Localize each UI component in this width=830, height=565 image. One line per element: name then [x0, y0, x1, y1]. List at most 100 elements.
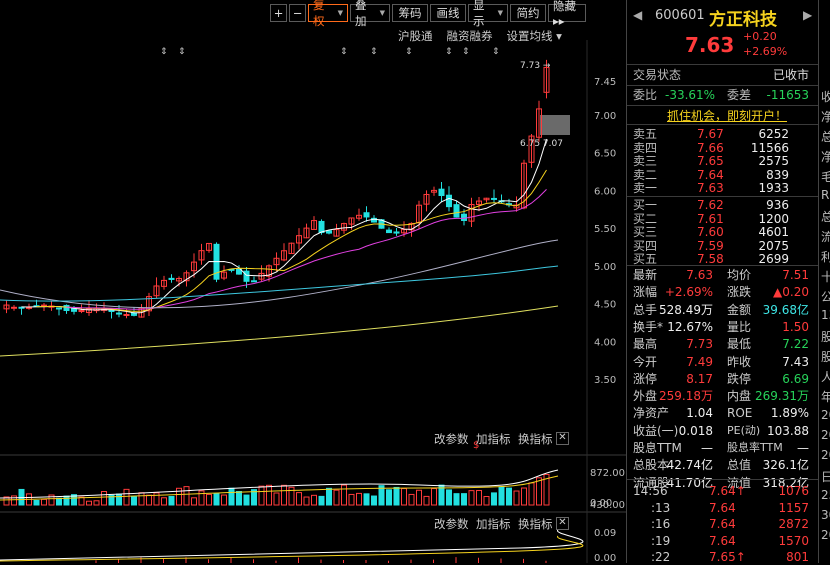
far-right-label: 股 [821, 328, 830, 345]
switch-indicator-button[interactable]: 换指标 [518, 517, 553, 531]
stat-row: 涨停 8.17 跌停 6.69 [633, 371, 809, 386]
open-account-banner[interactable]: 抓住机会，即刻开户！ [667, 109, 788, 123]
add-indicator-button[interactable]: 加指标 [476, 517, 511, 531]
tick-row: :22 7.65↑ 801 [651, 550, 809, 564]
toolbar-button-8[interactable]: 隐藏 ▸▸ [548, 0, 586, 28]
candle [326, 230, 332, 234]
chart-link-1[interactable]: 融资融券 [446, 29, 493, 43]
y-tick-label: 3.50 [594, 375, 616, 386]
close-icon[interactable]: ✕ [556, 517, 569, 530]
add-indicator-button[interactable]: 加指标 [476, 432, 511, 446]
volume-bar [11, 495, 17, 506]
toolbar-button-5[interactable]: 画线 [430, 4, 466, 22]
volume-bar [48, 494, 55, 506]
volume-bar [483, 496, 490, 506]
tick-row: 14:56 7.64↑ 1076 [633, 484, 809, 498]
candle [468, 203, 475, 222]
far-right-label: 20 [821, 408, 830, 422]
tick-row: :16 7.64 2872 [651, 517, 809, 531]
volume-ma-line [0, 475, 559, 501]
volume-bar [161, 497, 167, 506]
ask-row[interactable]: 卖一 7.63 1933 [633, 181, 789, 195]
volume-bar [371, 495, 377, 506]
bid-row[interactable]: 买五 7.58 2699 [633, 252, 789, 266]
volume-bar [401, 488, 407, 506]
candle [423, 193, 430, 205]
ask-row[interactable]: 卖三 7.65 2575 [633, 154, 789, 168]
toolbar-button-7[interactable]: 简约 [510, 4, 546, 22]
event-marker-icon: ⇕ [370, 47, 378, 57]
volume-bar [228, 487, 235, 506]
volume-bar [281, 484, 287, 506]
volume-tick-label: 0.00 [590, 498, 612, 509]
next-stock-icon[interactable]: ▶ [803, 8, 813, 22]
candle [491, 197, 497, 200]
toolbar-button-0[interactable]: + [270, 4, 287, 22]
volume-bar [318, 495, 325, 506]
far-right-panel: 收净总净毛ROE总流利十公13股股人年202020日253020 [818, 0, 830, 563]
volume-bar [146, 494, 152, 506]
volume-bar [423, 495, 430, 506]
candle [3, 304, 10, 310]
volume-bar [446, 489, 452, 506]
volume-bar [461, 493, 467, 506]
bid-row[interactable]: 买一 7.62 936 [633, 198, 789, 212]
volume-bar [153, 492, 160, 506]
bid-row[interactable]: 买二 7.61 1200 [633, 211, 789, 226]
volume-bar [101, 491, 107, 506]
volume-bar [431, 488, 437, 506]
chart-link-2[interactable]: 设置均线 ▾ [506, 29, 562, 43]
ma10-line [36, 169, 547, 312]
ask-row[interactable]: 卖二 7.64 839 [633, 167, 789, 182]
toolbar-button-2[interactable]: 复权 ▼ [308, 0, 348, 28]
volume-bar [491, 492, 497, 506]
toolbar-button-6[interactable]: 显示 ▼ [468, 0, 508, 28]
volume-bar [236, 491, 242, 506]
toolbar-button-4[interactable]: 筹码 [392, 4, 428, 22]
tick-row: :19 7.64 1570 [651, 533, 809, 548]
far-right-label: 净 [821, 108, 830, 125]
far-right-label: 20 [821, 448, 830, 462]
bid-row[interactable]: 买四 7.59 2075 [633, 238, 789, 253]
volume-bar [33, 499, 40, 506]
volume-bar [468, 490, 475, 506]
candle [146, 296, 152, 312]
candle [18, 306, 25, 309]
change-params-button[interactable]: 改参数 [434, 517, 469, 531]
switch-indicator-button[interactable]: 换指标 [518, 432, 553, 446]
volume-bar [303, 496, 310, 506]
volume-bar [528, 482, 535, 506]
toolbar-button-3[interactable]: 叠加 ▼ [350, 0, 390, 28]
prev-stock-icon[interactable]: ◀ [633, 8, 643, 22]
event-marker-icon: ⇕ [340, 47, 348, 57]
close-icon[interactable]: ✕ [556, 432, 569, 445]
candle [221, 271, 227, 279]
candle [273, 257, 280, 266]
volume-bar [296, 492, 302, 506]
candle [161, 279, 167, 287]
toolbar-button-1[interactable]: − [289, 4, 306, 22]
y-tick-label: 7.45 [594, 77, 616, 88]
volume-bar [408, 493, 415, 506]
far-right-label: 30 [821, 508, 830, 522]
candle [483, 197, 490, 201]
volume-bar [116, 493, 122, 506]
low-price-label: 6.75 7.07 [520, 139, 563, 149]
ask-row[interactable]: 卖五 7.67 6252 [633, 127, 789, 141]
far-right-label: 人 [821, 368, 830, 385]
bid-row[interactable]: 买三 7.60 4601 [633, 225, 789, 239]
ask-row[interactable]: 卖四 7.66 11566 [633, 140, 789, 155]
quote-panel: ◀ ▶ 600601 方正科技 7.63 +0.20 +2.69% 交易状态 已… [626, 0, 819, 564]
candle [266, 265, 272, 277]
chart-link-0[interactable]: 沪股通 [398, 29, 433, 43]
far-right-label: 总 [821, 208, 830, 225]
change-params-button[interactable]: 改参数 [434, 432, 469, 446]
candle [11, 306, 17, 309]
commission-row: 委比 -33.61% 委差 -11653 [633, 88, 809, 102]
kline-chart[interactable]: 7.45 7.00 6.50 6.00 5.50 5.00 4.50 4.00 3.50 7.73… [0, 0, 626, 563]
candle [63, 304, 70, 311]
candle [438, 188, 445, 196]
candle [408, 222, 415, 231]
event-s-icon: $ [473, 440, 479, 451]
high-price-label: 7.73 → [520, 61, 551, 71]
